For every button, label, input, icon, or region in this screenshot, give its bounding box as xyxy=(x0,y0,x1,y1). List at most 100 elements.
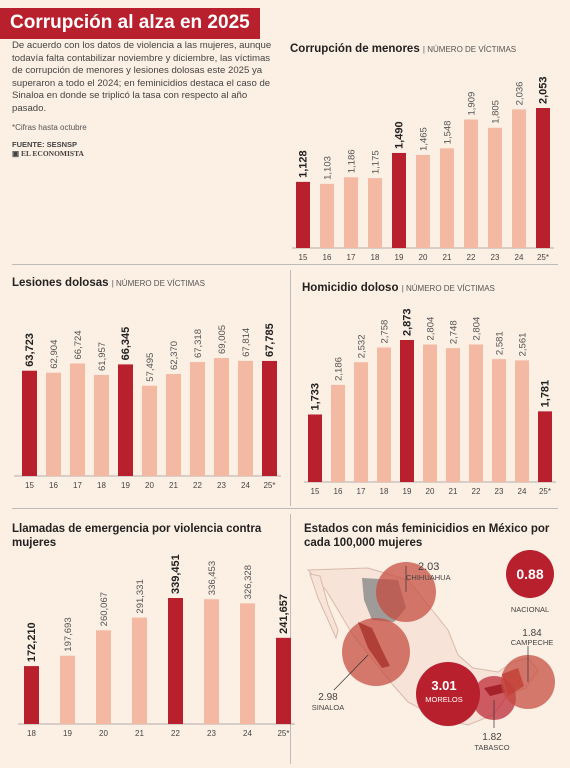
corrupcion-bar xyxy=(440,148,454,248)
llamadas-bar xyxy=(276,637,291,724)
lesiones-value-label: 57,495 xyxy=(145,353,156,382)
lesiones-tick-label: 22 xyxy=(193,481,202,490)
corrupcion-tick-label: 16 xyxy=(323,253,332,262)
baja-california-shape xyxy=(309,573,339,640)
publisher-name: EL ECONOMISTA xyxy=(20,149,84,158)
lesiones-tick-label: 18 xyxy=(97,481,106,490)
divider-middle xyxy=(12,508,558,509)
source: FUENTE: SESNSP ▣ EL ECONOMISTA xyxy=(12,140,84,158)
corrupcion-bar xyxy=(296,181,310,248)
homicidio-title-text: Homicidio doloso xyxy=(302,282,399,294)
divider-top xyxy=(12,264,558,265)
tabasco-name: TABASCO xyxy=(474,743,509,752)
morelos-name: MORELOS xyxy=(425,695,463,704)
lesiones-value-label: 67,814 xyxy=(241,328,252,357)
lesiones-bar xyxy=(22,370,37,476)
corrupcion-value-label: 1,186 xyxy=(347,149,358,173)
nacional-bubble xyxy=(506,550,554,598)
corrupcion-unit-text: NÚMERO DE VÍCTIMAS xyxy=(427,45,517,54)
llamadas-title: Llamadas de emergencia por violencia con… xyxy=(12,522,272,550)
corrupcion-value-label: 1,103 xyxy=(323,156,334,180)
llamadas-value-label: 291,331 xyxy=(135,579,146,613)
lesiones-value-label: 67,318 xyxy=(193,329,204,358)
sinaloa-leader xyxy=(333,654,369,691)
homicidio-value-label: 2,748 xyxy=(449,320,460,344)
llamadas-bar xyxy=(168,598,183,724)
corrupcion-tick-label: 20 xyxy=(419,253,428,262)
corrupcion-bar xyxy=(416,154,430,248)
corrupcion-value-label: 1,465 xyxy=(419,127,430,151)
llamadas-bar xyxy=(96,630,111,724)
divider-middle-1 xyxy=(290,270,291,506)
corrupcion-tick-label: 19 xyxy=(395,253,404,262)
homicidio-bar xyxy=(423,344,437,482)
lesiones-tick-label: 17 xyxy=(73,481,82,490)
corrupcion-value-label: 1,175 xyxy=(371,150,382,174)
corrupcion-chart: 1,128 15 1,103 16 1,186 17 1,175 18 1,490 19 1,465… xyxy=(292,76,554,262)
footnote: *Cifras hasta octubre xyxy=(12,123,87,132)
llamadas-value-label: 172,210 xyxy=(26,622,38,662)
llamadas-value-label: 339,451 xyxy=(170,554,182,594)
corrupcion-tick-label: 25* xyxy=(537,253,549,262)
campeche-value: 1.84 xyxy=(522,628,542,639)
llamadas-title-text: Llamadas de emergencia por violencia con… xyxy=(12,523,262,549)
corrupcion-tick-label: 21 xyxy=(443,253,452,262)
corrupcion-bar xyxy=(512,109,526,249)
homicidio-tick-label: 18 xyxy=(380,487,389,496)
homicidio-value-label: 2,561 xyxy=(518,333,529,357)
lesiones-tick-label: 24 xyxy=(241,481,250,490)
corrupcion-value-label: 1,909 xyxy=(467,92,478,116)
corrupcion-title: Corrupción de menores | NÚMERO DE VÍCTIM… xyxy=(290,42,516,57)
nacional-name: NACIONAL xyxy=(511,605,549,614)
lesiones-bar xyxy=(214,358,229,476)
lesiones-bar xyxy=(46,372,61,476)
corrupcion-value-label: 1,128 xyxy=(298,150,310,178)
sinaloa-value: 2.98 xyxy=(318,692,338,703)
corrupcion-bar xyxy=(536,108,550,248)
homicidio-bar xyxy=(308,414,322,482)
corrupcion-tick-label: 18 xyxy=(371,253,380,262)
llamadas-tick-label: 23 xyxy=(207,729,216,738)
corrupcion-bar xyxy=(344,177,358,248)
lesiones-title-text: Lesiones dolosas xyxy=(12,277,109,289)
homicidio-tick-label: 16 xyxy=(334,487,343,496)
llamadas-value-label: 260,067 xyxy=(99,592,110,626)
sinaloa-bubble xyxy=(342,618,410,686)
homicidio-value-label: 2,758 xyxy=(380,320,391,344)
corrupcion-tick-label: 15 xyxy=(299,253,308,262)
homicidio-bar xyxy=(377,347,391,482)
lesiones-bar xyxy=(238,360,253,476)
corrupcion-bar xyxy=(320,183,334,248)
morelos-value: 3.01 xyxy=(431,678,456,693)
sinaloa-name: SINALOA xyxy=(312,703,345,712)
homicidio-tick-label: 21 xyxy=(449,487,458,496)
llamadas-chart: 172,210 18 197,693 19 260,067 20 291,331 21 339,… xyxy=(18,554,295,738)
intro-text: De acuerdo con los datos de violencia a … xyxy=(12,40,272,114)
nacional-value: 0.88 xyxy=(516,566,543,582)
lesiones-bar xyxy=(190,362,205,476)
homicidio-value-label: 2,804 xyxy=(426,317,437,341)
lesiones-value-label: 67,785 xyxy=(264,323,276,357)
lesiones-value-label: 61,957 xyxy=(97,342,108,371)
homicidio-unit: | NÚMERO DE VÍCTIMAS xyxy=(401,284,495,293)
homicidio-bar xyxy=(515,360,529,482)
homicidio-tick-label: 25* xyxy=(539,487,551,496)
homicidio-bar xyxy=(400,340,414,482)
map-title-text: Estados con más feminicidios en México p… xyxy=(304,523,550,549)
lesiones-unit: | NÚMERO DE VÍCTIMAS xyxy=(111,279,205,288)
homicidio-tick-label: 24 xyxy=(518,487,527,496)
lesiones-value-label: 66,724 xyxy=(73,330,84,359)
corrupcion-tick-label: 22 xyxy=(467,253,476,262)
llamadas-tick-label: 24 xyxy=(243,729,252,738)
corrupcion-tick-label: 17 xyxy=(347,253,356,262)
lesiones-unit-text: NÚMERO DE VÍCTIMAS xyxy=(116,279,205,288)
homicidio-value-label: 2,186 xyxy=(334,357,345,381)
corrupcion-tick-label: 23 xyxy=(491,253,500,262)
lesiones-bar xyxy=(142,385,157,476)
homicidio-tick-label: 23 xyxy=(495,487,504,496)
llamadas-bar xyxy=(132,617,147,724)
homicidio-tick-label: 17 xyxy=(357,487,366,496)
homicidio-bar xyxy=(469,344,483,482)
homicidio-value-label: 1,733 xyxy=(310,383,322,411)
corrupcion-value-label: 2,053 xyxy=(538,76,550,104)
